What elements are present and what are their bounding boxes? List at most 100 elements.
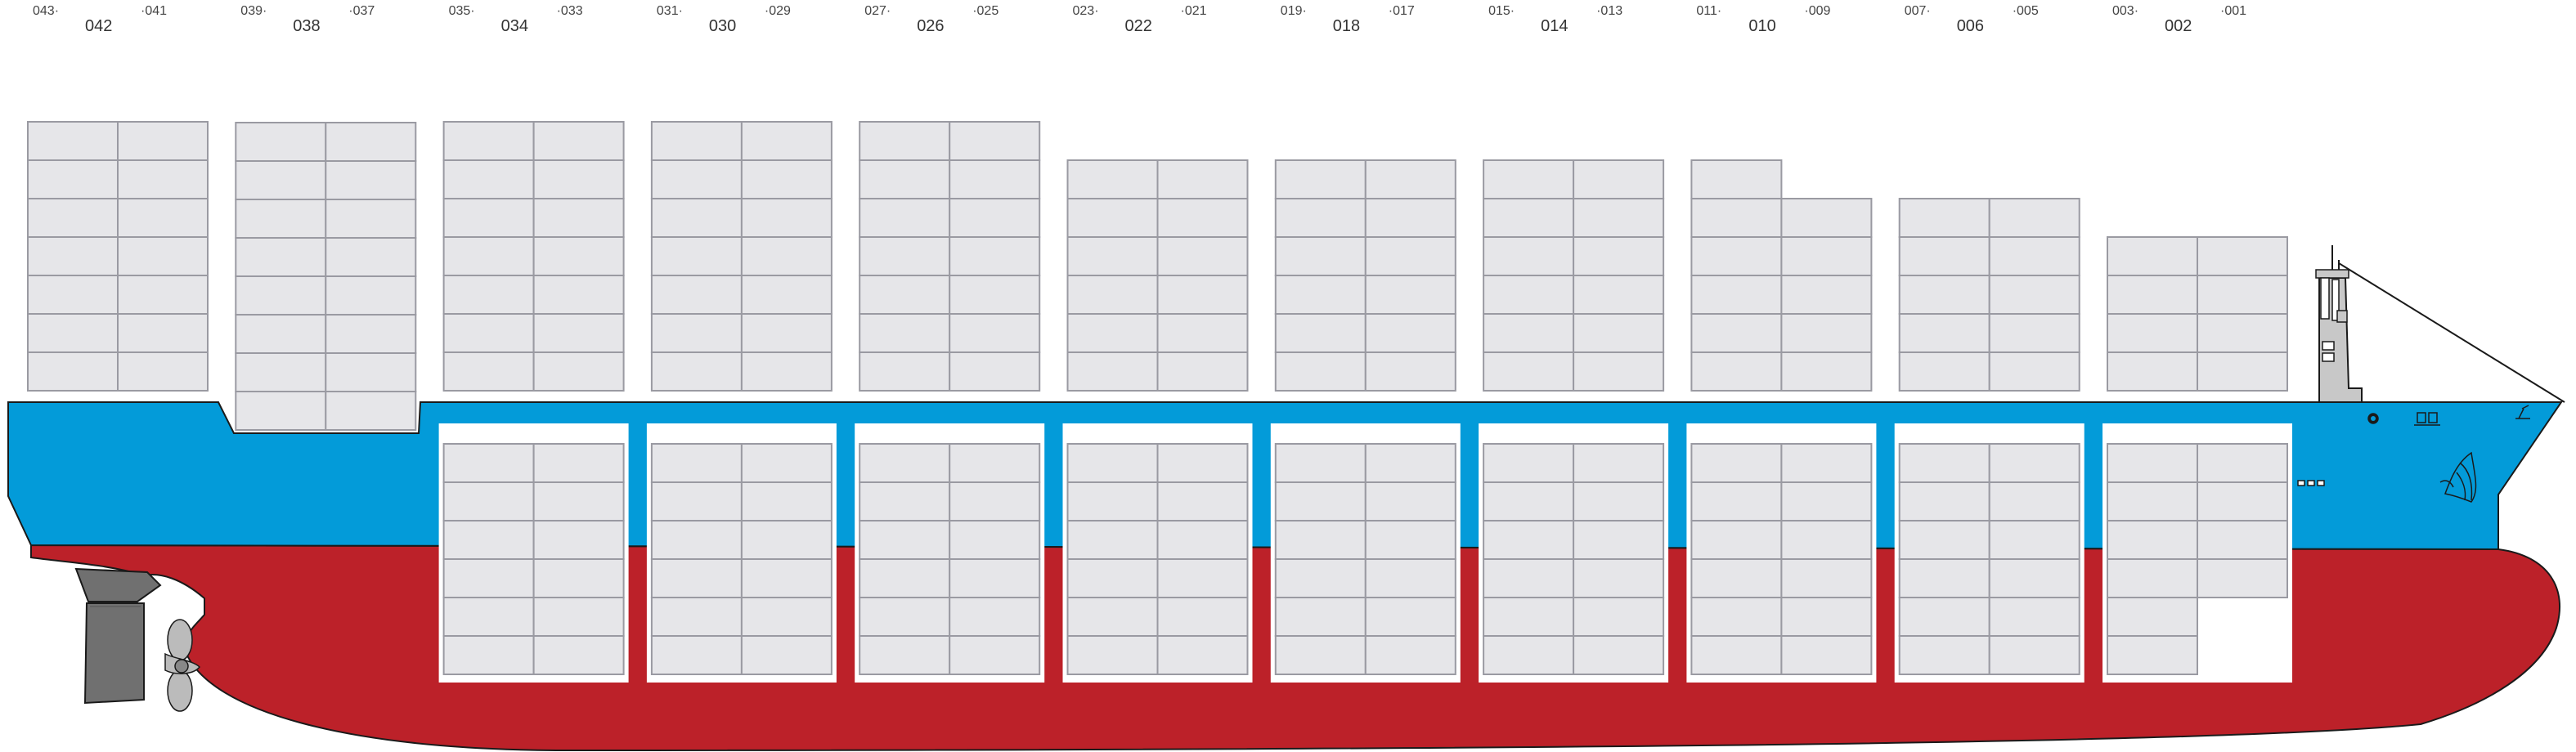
hold-container xyxy=(1274,597,1367,637)
hold-container xyxy=(1780,635,1873,675)
bay-010-label: 010 xyxy=(1748,17,1775,35)
bay-006-hold xyxy=(1894,423,2085,683)
deck-container xyxy=(1364,236,1456,276)
deck-container xyxy=(325,275,417,316)
deck-container xyxy=(949,313,1041,353)
hold-container xyxy=(1573,558,1665,598)
deck-container xyxy=(2107,351,2198,392)
deck-container xyxy=(1483,198,1575,238)
deck-container xyxy=(235,352,327,392)
hold-container xyxy=(1988,443,2080,483)
hold-container xyxy=(1780,520,1873,560)
hold-container xyxy=(2107,558,2198,598)
hold-container xyxy=(1274,558,1367,598)
hold-container xyxy=(1573,520,1665,560)
deck-container xyxy=(235,275,327,316)
deck-container xyxy=(1364,198,1456,238)
hold-container xyxy=(532,481,625,521)
deck-container xyxy=(27,198,119,238)
deck-container xyxy=(325,160,417,200)
deck-container xyxy=(859,159,951,199)
deck-container xyxy=(1780,198,1873,238)
hold-container xyxy=(1483,443,1575,483)
deck-container xyxy=(442,275,535,315)
bulbous-bow-mark-icon xyxy=(2444,451,2477,503)
hold-container xyxy=(949,520,1041,560)
deck-container xyxy=(2197,275,2288,315)
deck-container xyxy=(1573,351,1665,392)
hold-container xyxy=(740,520,832,560)
hold-container xyxy=(1364,558,1456,598)
deck-container xyxy=(1988,275,2080,315)
deck-container xyxy=(1274,236,1367,276)
bay-026-label: 026 xyxy=(917,17,944,35)
deck-container xyxy=(325,391,417,431)
bay-002-label: 002 xyxy=(2165,17,2192,35)
deck-container xyxy=(1274,351,1367,392)
bay-022-left-label: 023· xyxy=(1073,4,1099,18)
deck-container xyxy=(27,313,119,353)
deck-container xyxy=(1573,159,1665,199)
hold-container xyxy=(1156,635,1249,675)
deck-container xyxy=(117,313,209,353)
deck-container xyxy=(1690,159,1783,199)
deck-container xyxy=(949,121,1041,161)
deck-container xyxy=(235,122,327,162)
deck-container xyxy=(532,313,625,353)
deck-container xyxy=(650,121,743,161)
deck-container xyxy=(117,351,209,392)
hold-container xyxy=(1066,443,1159,483)
hold-container xyxy=(2107,597,2198,637)
bay-022-right-label: ·021 xyxy=(1181,4,1207,18)
hold-container xyxy=(1988,635,2080,675)
hold-container xyxy=(740,597,832,637)
hold-container xyxy=(532,443,625,483)
deck-container xyxy=(442,351,535,392)
deck-stacks xyxy=(27,121,2288,431)
anchor-mark-icon xyxy=(2515,405,2530,419)
cargo-holds xyxy=(438,423,2292,683)
bay-030-label: 030 xyxy=(709,17,736,35)
deck-container xyxy=(650,351,743,392)
hold-container xyxy=(1364,597,1456,637)
bay-labels: 042 043· ·041 038 039· ·037 034 035· ·033 030 031·… xyxy=(33,4,2246,35)
deck-container xyxy=(740,313,832,353)
deck-container xyxy=(117,236,209,276)
hold-container xyxy=(1483,597,1575,637)
deck-container xyxy=(442,159,535,199)
hold-container xyxy=(1690,558,1783,598)
bay-006-left-label: 007· xyxy=(1905,4,1931,18)
deck-container xyxy=(532,236,625,276)
deck-container xyxy=(27,159,119,199)
deck-container xyxy=(235,199,327,239)
deck-container xyxy=(1988,236,2080,276)
deck-container xyxy=(650,313,743,353)
hold-container xyxy=(650,597,743,637)
hold-container xyxy=(1988,481,2080,521)
deck-container xyxy=(949,351,1041,392)
hold-container xyxy=(2197,481,2288,521)
deck-container xyxy=(1690,351,1783,392)
deck-container xyxy=(532,121,625,161)
deck-container xyxy=(1364,159,1456,199)
deck-container xyxy=(1690,236,1783,276)
bay-006-label: 006 xyxy=(1957,17,1984,35)
deck-container xyxy=(1780,236,1873,276)
hold-container xyxy=(1690,481,1783,521)
deck-container xyxy=(27,236,119,276)
thruster-mark-icon xyxy=(2417,412,2426,423)
bay-022-deck-stack xyxy=(1066,159,1249,392)
hold-container xyxy=(1156,520,1249,560)
deck-container xyxy=(1066,236,1159,276)
deck-container xyxy=(1483,159,1575,199)
hold-container xyxy=(1780,443,1873,483)
hold-container xyxy=(1483,520,1575,560)
hold-container xyxy=(1898,635,1990,675)
deck-container xyxy=(27,351,119,392)
deck-container xyxy=(1898,351,1990,392)
deck-container xyxy=(1364,313,1456,353)
deck-container xyxy=(1898,313,1990,353)
deck-container xyxy=(1573,198,1665,238)
deck-container xyxy=(532,198,625,238)
bay-026-right-label: ·025 xyxy=(972,4,999,18)
